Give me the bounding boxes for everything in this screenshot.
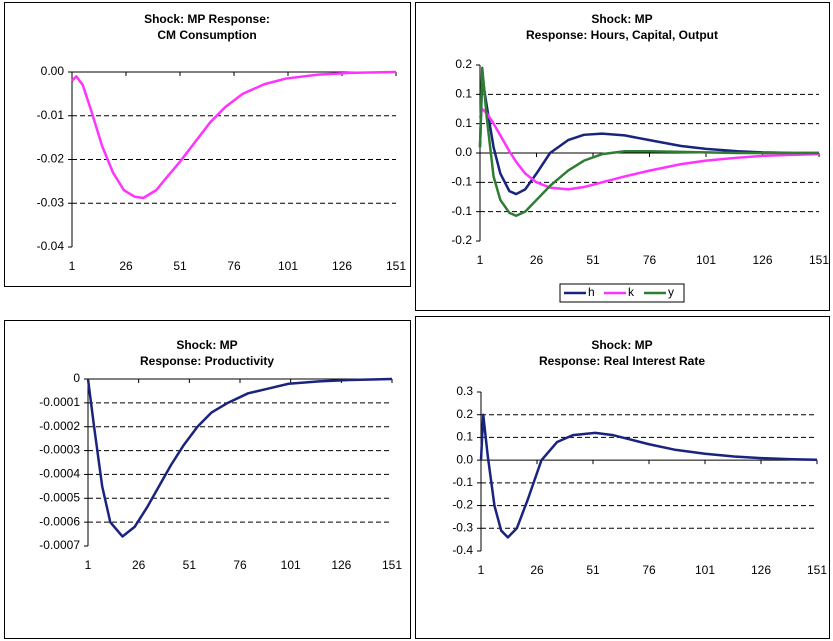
x-tick-label: 51: [586, 563, 600, 577]
x-tick-label: 126: [752, 253, 772, 267]
y-tick-label: -0.0004: [39, 467, 80, 481]
panel-frame: [4, 2, 411, 287]
y-tick-label: -0.1: [451, 175, 472, 189]
y-tick-label: -0.0006: [39, 514, 80, 528]
legend-label: y: [668, 285, 674, 299]
x-tick-label: 126: [331, 558, 351, 572]
x-tick-label: 76: [642, 563, 656, 577]
x-tick-label: 51: [173, 259, 187, 273]
x-tick-label: 1: [85, 558, 92, 572]
chart-title: Shock: MP: [591, 12, 652, 26]
x-tick-label: 51: [183, 558, 197, 572]
y-tick-label: -0.0007: [39, 538, 80, 552]
x-tick-label: 126: [332, 259, 352, 273]
data-line: [479, 413, 818, 539]
chart-title: Response: Real Interest Rate: [539, 354, 705, 368]
x-tick-label: 76: [227, 259, 241, 273]
y-tick-label: 0.0: [456, 452, 473, 466]
y-tick-label: 0.1: [455, 116, 472, 130]
x-tick-label: 101: [281, 558, 301, 572]
x-tick-label: 76: [233, 558, 247, 572]
y-tick-label: -0.01: [37, 108, 65, 122]
x-tick-label: 151: [382, 558, 402, 572]
y-tick-label: 0.1: [455, 87, 472, 101]
data-line: [478, 107, 820, 191]
y-tick-label: -0.2: [451, 233, 472, 247]
x-tick-label: 26: [530, 253, 544, 267]
panel-frame: [4, 320, 411, 639]
chart-title: Shock: MP Response:: [144, 12, 270, 26]
y-tick-label: -0.1: [451, 204, 472, 218]
chart-title: Shock: MP: [176, 338, 237, 352]
y-tick-label: 0.1: [456, 430, 473, 444]
y-tick-label: -0.0003: [39, 443, 80, 457]
y-tick-label: -0.1: [452, 475, 473, 489]
chart-title: Response: Hours, Capital, Output: [526, 28, 718, 42]
y-tick-label: 0.2: [456, 407, 473, 421]
y-tick-label: 0: [73, 371, 80, 385]
x-tick-label: 26: [119, 259, 133, 273]
chart-title: CM Consumption: [157, 28, 256, 42]
x-tick-label: 26: [132, 558, 146, 572]
x-tick-label: 101: [278, 259, 298, 273]
legend-label: k: [628, 285, 635, 299]
y-tick-label: 0.3: [456, 384, 473, 398]
x-tick-label: 1: [69, 259, 76, 273]
x-tick-label: 1: [478, 563, 485, 577]
data-line: [478, 66, 819, 218]
x-tick-label: 101: [696, 253, 716, 267]
y-tick-label: -0.3: [452, 520, 473, 534]
y-tick-label: -0.02: [37, 152, 65, 166]
data-line: [478, 75, 819, 196]
data-line: [86, 377, 393, 538]
x-tick-label: 51: [586, 253, 600, 267]
y-tick-label: -0.0002: [39, 419, 80, 433]
chart-title: Shock: MP: [591, 338, 652, 352]
x-tick-label: 76: [643, 253, 657, 267]
x-tick-label: 151: [809, 253, 829, 267]
y-tick-label: -0.03: [37, 195, 65, 209]
x-tick-label: 151: [386, 259, 406, 273]
x-tick-label: 151: [807, 563, 827, 577]
y-tick-label: 0.00: [41, 64, 65, 78]
y-tick-label: -0.0005: [39, 490, 80, 504]
x-tick-label: 126: [751, 563, 771, 577]
x-tick-label: 101: [695, 563, 715, 577]
x-tick-label: 1: [477, 253, 484, 267]
y-tick-label: -0.04: [37, 239, 65, 253]
y-tick-label: 0.0: [455, 145, 472, 159]
data-line: [71, 70, 397, 200]
y-tick-label: -0.2: [452, 498, 473, 512]
chart-title: Response: Productivity: [140, 354, 274, 368]
legend-label: h: [588, 285, 595, 299]
y-tick-label: -0.4: [452, 543, 473, 557]
panel-frame: [415, 316, 830, 639]
y-tick-label: 0.2: [455, 57, 472, 71]
y-tick-label: -0.0001: [39, 395, 80, 409]
x-tick-label: 26: [530, 563, 544, 577]
